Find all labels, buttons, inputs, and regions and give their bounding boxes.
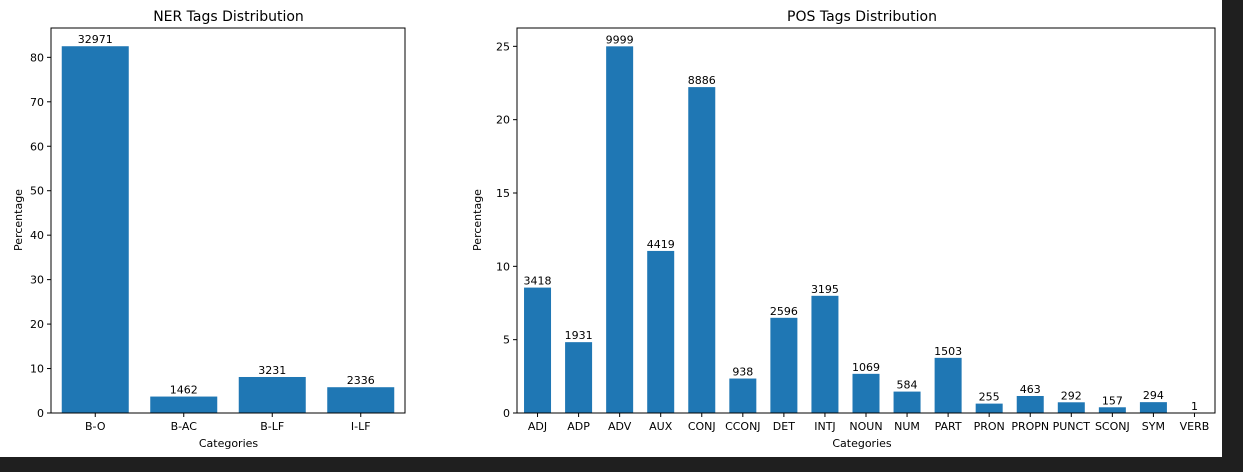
bar bbox=[975, 403, 1003, 413]
bar-value-label: 32971 bbox=[78, 33, 113, 46]
y-tick-label: 0 bbox=[37, 407, 44, 420]
x-tick-label: B-O bbox=[85, 420, 106, 433]
bar bbox=[1057, 402, 1085, 413]
bar bbox=[150, 396, 218, 413]
plot-frame bbox=[50, 27, 406, 414]
x-tick-label: CONJ bbox=[688, 420, 716, 433]
x-tick-label: PART bbox=[935, 420, 962, 433]
chart-title: POS Tags Distribution bbox=[787, 9, 937, 25]
x-tick-label: SYM bbox=[1142, 420, 1165, 433]
bar bbox=[1139, 402, 1167, 413]
bar-value-label: 463 bbox=[1020, 383, 1041, 396]
bar-value-label: 4419 bbox=[647, 238, 675, 251]
data-labels: 3418 1931 9999 4419 8886 938 2596 3195 1069 584 15… bbox=[524, 33, 1198, 413]
bar-value-label: 157 bbox=[1102, 394, 1123, 407]
bar-value-label: 292 bbox=[1061, 389, 1082, 402]
x-tick-label: NOUN bbox=[849, 420, 882, 433]
bar-value-label: 2336 bbox=[347, 374, 375, 387]
bar bbox=[524, 287, 552, 413]
x-tick-label: PRON bbox=[974, 420, 1005, 433]
x-tick-label: PUNCT bbox=[1053, 420, 1091, 433]
bar-value-label: 8886 bbox=[688, 74, 716, 87]
bar-value-label: 1462 bbox=[170, 384, 198, 397]
bar bbox=[61, 46, 129, 414]
y-tick-label: 25 bbox=[496, 40, 510, 53]
bar-value-label: 1503 bbox=[934, 345, 962, 358]
bar bbox=[688, 87, 716, 414]
bar-value-label: 938 bbox=[732, 366, 753, 379]
x-tick-label: DET bbox=[773, 420, 795, 433]
y-tick-label: 10 bbox=[496, 260, 510, 273]
bars bbox=[524, 46, 1167, 414]
pos-chart: POS Tags Distribution Categories Percent… bbox=[471, 9, 1216, 450]
y-tick-label: 70 bbox=[30, 96, 44, 109]
bar bbox=[565, 342, 593, 413]
x-tick-label: AUX bbox=[649, 420, 673, 433]
x-tick-label: NUM bbox=[894, 420, 920, 433]
y-axis-label: Percentage bbox=[12, 189, 25, 251]
bar bbox=[1098, 407, 1126, 413]
bar-value-label: 9999 bbox=[606, 33, 634, 46]
bar-value-label: 1069 bbox=[852, 361, 880, 374]
bar-value-label: 294 bbox=[1143, 389, 1164, 402]
y-tick-label: 10 bbox=[30, 363, 44, 376]
y-tick-label: 15 bbox=[496, 187, 510, 200]
bar-value-label: 3231 bbox=[258, 364, 286, 377]
y-tick-label: 20 bbox=[496, 114, 510, 127]
figure: NER Tags Distribution Categories Percent… bbox=[0, 0, 1222, 457]
bar bbox=[893, 391, 921, 413]
y-axis-ticks: 0 10 20 30 40 50 60 70 80 bbox=[30, 51, 51, 420]
bar-value-label: 584 bbox=[897, 379, 918, 392]
bar-value-label: 1 bbox=[1191, 400, 1198, 413]
bar-value-label: 2596 bbox=[770, 305, 798, 318]
x-axis-ticks: B-O B-AC B-LF I-LF bbox=[85, 413, 371, 433]
x-tick-label: PROPN bbox=[1011, 420, 1049, 433]
bar-value-label: 255 bbox=[979, 391, 1000, 404]
y-tick-label: 5 bbox=[503, 334, 510, 347]
bar-value-label: 1931 bbox=[565, 329, 593, 342]
y-tick-label: 0 bbox=[503, 407, 510, 420]
bar bbox=[647, 250, 675, 413]
y-tick-label: 80 bbox=[30, 51, 44, 64]
x-tick-label: ADJ bbox=[528, 420, 547, 433]
x-tick-label: CCONJ bbox=[725, 420, 761, 433]
x-axis-ticks: ADJ ADP ADV AUX CONJ CCONJ DET INTJ NOUN NUM PART P… bbox=[528, 413, 1209, 433]
x-tick-label: SCONJ bbox=[1095, 420, 1130, 433]
bar bbox=[852, 373, 880, 413]
y-tick-label: 20 bbox=[30, 318, 44, 331]
x-tick-label: INTJ bbox=[814, 420, 835, 433]
chart-canvas: NER Tags Distribution Categories Percent… bbox=[12, 9, 1216, 450]
x-tick-label: VERB bbox=[1180, 420, 1210, 433]
y-tick-label: 40 bbox=[30, 229, 44, 242]
bar bbox=[770, 317, 798, 413]
bar-value-label: 3418 bbox=[524, 275, 552, 288]
bar bbox=[606, 46, 634, 413]
plot-frame bbox=[516, 27, 1216, 414]
x-axis-label: Categories bbox=[199, 437, 259, 450]
chart-title: NER Tags Distribution bbox=[153, 9, 304, 25]
x-axis-label: Categories bbox=[832, 437, 892, 450]
ner-chart: NER Tags Distribution Categories Percent… bbox=[12, 9, 406, 450]
bar bbox=[811, 295, 839, 413]
bar bbox=[238, 376, 306, 413]
x-tick-label: ADP bbox=[567, 420, 590, 433]
y-tick-label: 30 bbox=[30, 274, 44, 287]
bar bbox=[327, 387, 395, 413]
bars bbox=[61, 46, 395, 414]
x-tick-label: ADV bbox=[608, 420, 632, 433]
x-tick-label: B-AC bbox=[171, 420, 198, 433]
bar bbox=[934, 357, 962, 413]
bar bbox=[1016, 395, 1044, 413]
bar bbox=[729, 378, 757, 413]
y-tick-label: 60 bbox=[30, 140, 44, 153]
x-tick-label: I-LF bbox=[351, 420, 371, 433]
x-tick-label: B-LF bbox=[260, 420, 284, 433]
bar-value-label: 3195 bbox=[811, 283, 839, 296]
y-axis-label: Percentage bbox=[471, 189, 484, 251]
y-axis-ticks: 0 5 10 15 20 25 bbox=[496, 40, 517, 420]
data-labels: 32971 1462 3231 2336 bbox=[78, 33, 375, 396]
y-tick-label: 50 bbox=[30, 185, 44, 198]
